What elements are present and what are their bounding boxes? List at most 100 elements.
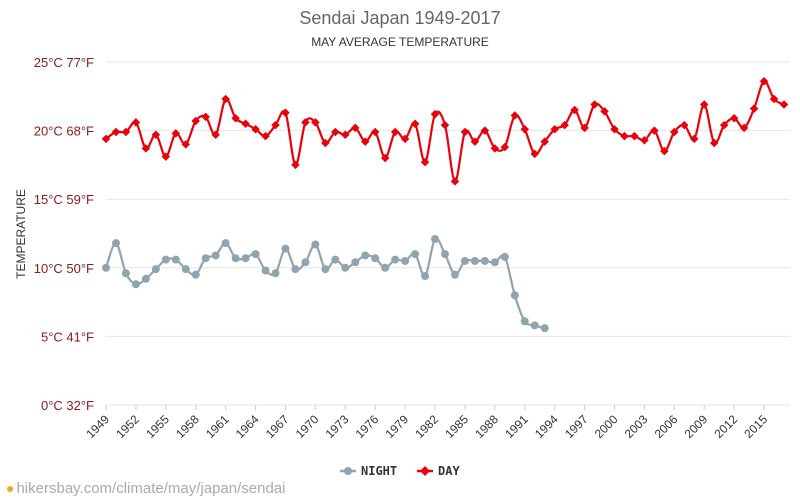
night-point-1962[interactable] — [231, 254, 240, 263]
night-point-1952[interactable] — [131, 280, 140, 289]
night-point-1976[interactable] — [371, 254, 380, 263]
night-point-1960[interactable] — [211, 251, 220, 260]
night-point-1993[interactable] — [540, 324, 549, 333]
day-point-2001[interactable] — [620, 131, 629, 141]
night-point-1992[interactable] — [530, 321, 539, 330]
night-point-1990[interactable] — [510, 291, 519, 300]
x-tick-label: 1994 — [532, 412, 561, 441]
day-point-1966[interactable] — [271, 120, 280, 130]
day-point-1976[interactable] — [370, 127, 380, 137]
night-point-1966[interactable] — [271, 269, 280, 278]
legend-night-label: NIGHT — [361, 464, 397, 478]
day-point-1991[interactable] — [520, 124, 530, 134]
day-point-1973[interactable] — [341, 130, 350, 139]
night-point-1964[interactable] — [251, 250, 260, 259]
night-point-1961[interactable] — [221, 239, 230, 248]
night-point-1991[interactable] — [520, 317, 529, 326]
day-point-1998[interactable] — [590, 100, 599, 109]
night-point-1983[interactable] — [441, 250, 449, 259]
night-point-1965[interactable] — [261, 266, 270, 275]
day-point-1959[interactable] — [201, 112, 210, 122]
night-point-1986[interactable] — [470, 256, 479, 265]
x-tick-label: 2006 — [652, 412, 681, 441]
day-point-1961[interactable] — [221, 94, 230, 104]
night-point-1979[interactable] — [401, 256, 410, 265]
day-point-1954[interactable] — [151, 130, 161, 139]
day-point-1974[interactable] — [351, 123, 360, 133]
night-point-1959[interactable] — [201, 254, 210, 263]
day-point-1971[interactable] — [321, 138, 330, 148]
day-point-1949[interactable] — [101, 134, 111, 144]
night-point-1963[interactable] — [241, 254, 250, 263]
legend-item-night[interactable]: NIGHT — [340, 464, 397, 478]
night-point-1971[interactable] — [321, 265, 330, 274]
night-point-1972[interactable] — [331, 255, 340, 264]
day-point-1951[interactable] — [121, 127, 131, 137]
night-point-1969[interactable] — [301, 258, 310, 267]
night-point-1955[interactable] — [161, 255, 170, 264]
day-point-1980[interactable] — [410, 119, 420, 128]
day-point-1985[interactable] — [460, 127, 470, 137]
day-point-1969[interactable] — [301, 118, 310, 127]
day-point-1955[interactable] — [161, 152, 171, 161]
day-point-1958[interactable] — [191, 116, 200, 126]
day-point-1978[interactable] — [390, 127, 400, 137]
night-point-1968[interactable] — [291, 265, 300, 274]
day-point-2017[interactable] — [779, 100, 789, 109]
night-point-1988[interactable] — [490, 258, 499, 267]
day-point-1965[interactable] — [261, 131, 270, 141]
day-point-1962[interactable] — [231, 114, 240, 123]
day-point-2014[interactable] — [749, 104, 759, 113]
night-point-1977[interactable] — [381, 263, 390, 272]
day-point-1957[interactable] — [181, 140, 191, 149]
night-point-1980[interactable] — [411, 250, 420, 259]
legend[interactable]: NIGHT DAY — [340, 464, 460, 478]
night-point-1982[interactable] — [431, 234, 440, 243]
day-point-1952[interactable] — [131, 118, 141, 127]
night-point-1981[interactable] — [421, 272, 430, 281]
day-point-1986[interactable] — [470, 137, 480, 146]
day-point-2002[interactable] — [630, 131, 639, 141]
night-point-1958[interactable] — [191, 270, 200, 279]
night-point-1970[interactable] — [311, 240, 320, 249]
day-point-1979[interactable] — [400, 134, 410, 144]
day-point-1953[interactable] — [141, 144, 151, 153]
day-point-1968[interactable] — [291, 160, 300, 170]
day-point-1982[interactable] — [430, 109, 440, 119]
x-tick-label: 1970 — [293, 412, 322, 441]
night-point-1985[interactable] — [460, 256, 469, 265]
day-point-1977[interactable] — [380, 153, 390, 163]
day-point-1964[interactable] — [251, 124, 260, 134]
day-point-1956[interactable] — [171, 129, 181, 138]
day-point-1963[interactable] — [241, 119, 250, 128]
legend-item-day[interactable]: DAY — [417, 464, 460, 478]
watermark[interactable]: ● hikersbay.com/climate/may/japan/sendai — [6, 480, 285, 497]
day-point-1960[interactable] — [211, 130, 220, 139]
night-point-1954[interactable] — [151, 265, 160, 274]
day-point-1989[interactable] — [500, 142, 510, 152]
day-point-1983[interactable] — [440, 120, 450, 130]
day-point-1981[interactable] — [420, 157, 430, 167]
night-point-1974[interactable] — [351, 258, 360, 267]
day-point-1972[interactable] — [331, 127, 340, 137]
night-point-1956[interactable] — [171, 255, 180, 264]
day-point-1970[interactable] — [311, 118, 320, 127]
night-point-1984[interactable] — [450, 270, 459, 279]
night-point-1973[interactable] — [341, 263, 350, 272]
night-point-1978[interactable] — [391, 255, 400, 264]
night-point-1951[interactable] — [121, 269, 130, 278]
night-point-1989[interactable] — [500, 252, 509, 261]
day-point-1967[interactable] — [281, 108, 290, 118]
day-point-1990[interactable] — [510, 111, 520, 120]
night-point-1975[interactable] — [361, 251, 370, 260]
day-point-1988[interactable] — [490, 144, 500, 153]
night-point-1949[interactable] — [102, 263, 110, 272]
day-point-1950[interactable] — [111, 127, 121, 137]
night-point-1967[interactable] — [281, 244, 290, 253]
day-point-1984[interactable] — [450, 177, 460, 186]
night-point-1957[interactable] — [181, 265, 190, 274]
night-point-1950[interactable] — [111, 239, 120, 248]
night-point-1953[interactable] — [141, 274, 150, 283]
day-point-1975[interactable] — [360, 137, 370, 146]
night-point-1987[interactable] — [480, 256, 489, 265]
